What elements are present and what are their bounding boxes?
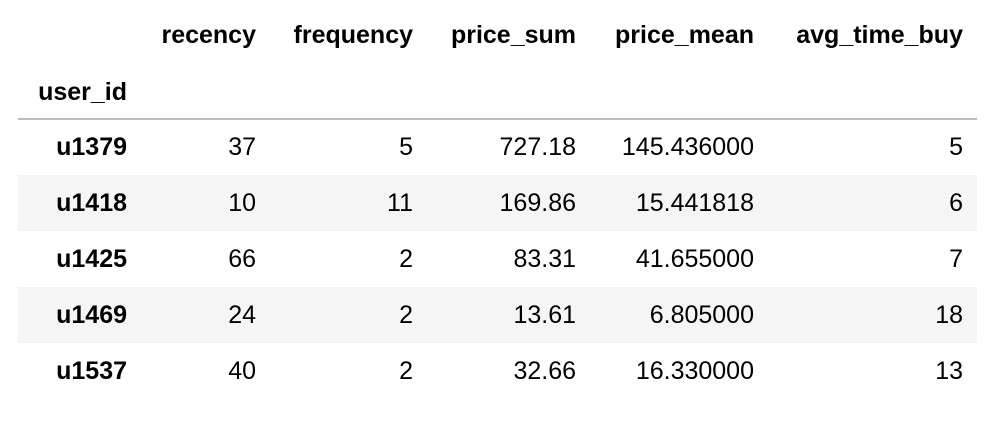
index-header-blank bbox=[270, 66, 427, 119]
cell-avg-time-buy: 6 bbox=[949, 188, 963, 217]
header-corner bbox=[18, 0, 141, 66]
table-row: u1425 66 2 83.31 41.655000 7 bbox=[18, 231, 977, 287]
cell-price-mean: 16.330000 bbox=[635, 356, 754, 385]
cell-price-mean: 15.441818 bbox=[635, 188, 754, 217]
cell-recency: 66 bbox=[228, 244, 256, 273]
index-header-blank bbox=[768, 66, 977, 119]
index-name-header: user_id bbox=[38, 77, 127, 106]
cell-price-sum: 169.86 bbox=[499, 188, 576, 217]
cell-frequency: 2 bbox=[399, 300, 413, 329]
cell-price-mean: 6.805000 bbox=[649, 300, 754, 329]
column-header-recency: recency bbox=[161, 20, 256, 49]
index-header-row: user_id bbox=[18, 66, 977, 119]
table-row: u1418 10 11 169.86 15.441818 6 bbox=[18, 175, 977, 231]
table-row: u1379 37 5 727.18 145.436000 5 bbox=[18, 119, 977, 175]
cell-price-sum: 83.31 bbox=[513, 244, 576, 273]
cell-avg-time-buy: 13 bbox=[935, 356, 963, 385]
column-header-price-sum: price_sum bbox=[450, 20, 576, 49]
index-header-blank bbox=[141, 66, 270, 119]
cell-recency: 37 bbox=[228, 133, 256, 161]
cell-recency: 10 bbox=[228, 188, 256, 217]
column-header-row: recency frequency price_sum price_mean a… bbox=[18, 0, 977, 66]
dataframe-table: recency frequency price_sum price_mean a… bbox=[18, 0, 977, 399]
cell-frequency: 2 bbox=[399, 244, 413, 273]
column-header-price-mean: price_mean bbox=[615, 20, 754, 49]
cell-frequency: 2 bbox=[399, 356, 413, 385]
cell-frequency: 11 bbox=[387, 188, 413, 217]
cell-price-mean: 41.655000 bbox=[635, 244, 754, 273]
index-header-blank bbox=[427, 66, 590, 119]
row-index-label: u1425 bbox=[56, 244, 127, 273]
table-row: u1469 24 2 13.61 6.805000 18 bbox=[18, 287, 977, 343]
cell-price-sum: 727.18 bbox=[499, 133, 576, 161]
cell-price-sum: 32.66 bbox=[513, 356, 576, 385]
cell-avg-time-buy: 5 bbox=[949, 133, 963, 161]
cell-recency: 24 bbox=[228, 300, 256, 329]
cell-price-mean: 145.436000 bbox=[621, 133, 754, 161]
table-row: u1537 40 2 32.66 16.330000 13 bbox=[18, 343, 977, 399]
row-index-label: u1379 bbox=[56, 133, 127, 161]
row-index-label: u1537 bbox=[56, 356, 127, 385]
column-header-frequency: frequency bbox=[293, 20, 413, 49]
index-header-blank bbox=[590, 66, 768, 119]
cell-frequency: 5 bbox=[399, 133, 413, 161]
dataframe-output: recency frequency price_sum price_mean a… bbox=[18, 0, 977, 399]
cell-price-sum: 13.61 bbox=[513, 300, 576, 329]
row-index-label: u1469 bbox=[56, 300, 127, 329]
cell-recency: 40 bbox=[228, 356, 256, 385]
cell-avg-time-buy: 18 bbox=[935, 300, 963, 329]
column-header-avg-time-buy: avg_time_buy bbox=[796, 20, 963, 49]
row-index-label: u1418 bbox=[56, 188, 127, 217]
cell-avg-time-buy: 7 bbox=[949, 244, 963, 273]
